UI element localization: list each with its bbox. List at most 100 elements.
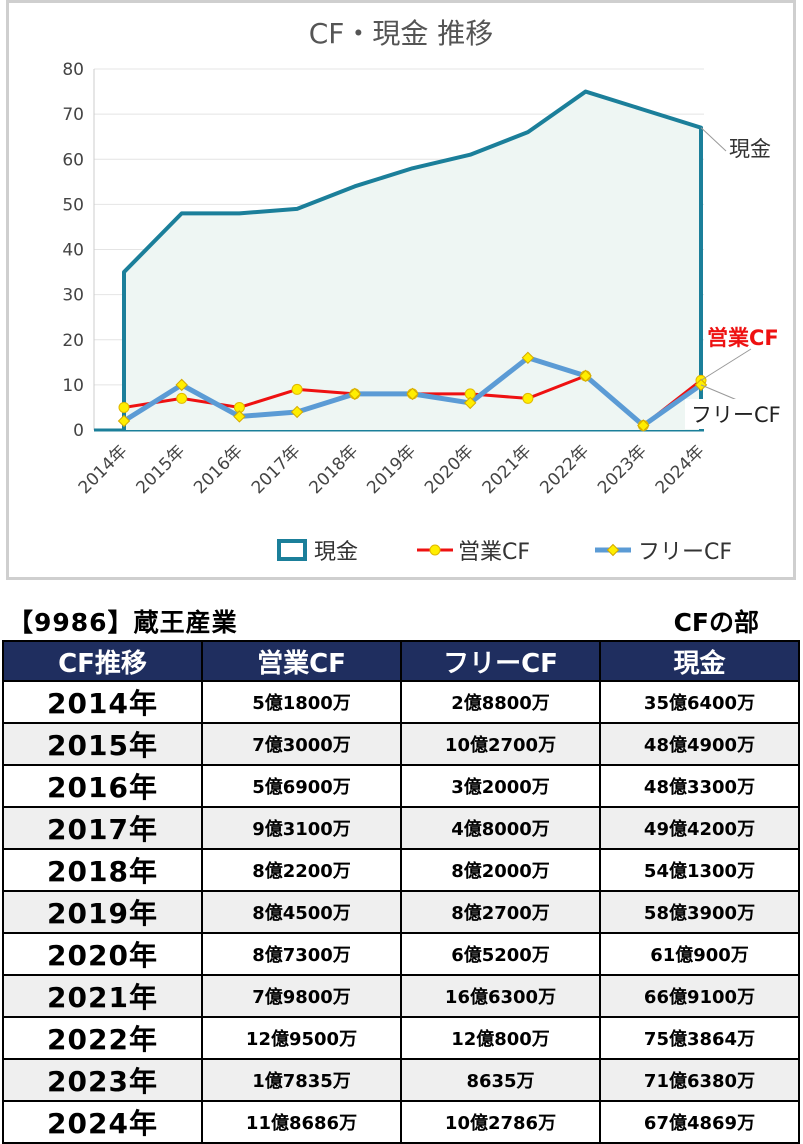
legend-cash-label: 現金 xyxy=(314,540,358,565)
x-tick-label: 2016年 xyxy=(190,441,247,498)
operating-cf-cell: 1億7835万 xyxy=(201,1058,402,1102)
table-row: 2023年 1億7835万 8635万 71億6380万 xyxy=(2,1058,800,1102)
operating-cf-cell: 5億6900万 xyxy=(201,764,402,808)
x-tick-label: 2022年 xyxy=(536,441,593,498)
cash-area xyxy=(124,91,701,430)
cf-table: CF推移 営業CF フリーCF 現金 2014年 5億1800万 2億8800万 35… xyxy=(2,640,800,1144)
table-row: 2014年 5億1800万 2億8800万 35億6400万 xyxy=(2,680,800,724)
cash-cell: 48億3300万 xyxy=(599,764,800,808)
x-tick-label: 2017年 xyxy=(248,441,305,498)
x-tick-label: 2014年 xyxy=(75,441,132,498)
cf-cash-line-chart: CF・現金 推移 0 10 20 30 40 50 60 70 80 2014年 2015年 2016年… xyxy=(62,17,791,565)
free-cf-cell: 2億8800万 xyxy=(400,680,601,724)
operating-cf-leader-line xyxy=(700,348,752,381)
table-header-row: CF推移 営業CF フリーCF 現金 xyxy=(2,640,800,682)
x-tick-label: 2019年 xyxy=(363,441,420,498)
operating-cf-point xyxy=(291,383,303,395)
operating-cf-cell: 11億8686万 xyxy=(201,1100,402,1144)
y-tick-label: 50 xyxy=(62,195,84,215)
cash-line xyxy=(122,89,703,430)
year-cell: 2014年 xyxy=(2,680,203,724)
year-cell: 2020年 xyxy=(2,932,203,976)
operating-cf-cell: 9億3100万 xyxy=(201,806,402,850)
free-cf-point xyxy=(290,405,304,419)
free-cf-cell: 6億5200万 xyxy=(400,932,601,976)
operating-cf-cell: 5億1800万 xyxy=(201,680,402,724)
operating-cf-cell: 7億9800万 xyxy=(201,974,402,1018)
x-tick-label: 2018年 xyxy=(306,441,363,498)
chart-title: CF・現金 推移 xyxy=(309,17,494,50)
operating-cf-cell: 8億4500万 xyxy=(201,890,402,934)
free-cf-point xyxy=(175,378,188,392)
free-cf-cell: 4億8000万 xyxy=(400,806,601,850)
free-cf-cell: 3億2000万 xyxy=(400,764,601,808)
free-cf-cell: 10億2786万 xyxy=(400,1100,601,1144)
year-cell: 2021年 xyxy=(2,974,203,1018)
operating-cf-end-label: 営業CF xyxy=(707,326,779,350)
y-tick-label: 60 xyxy=(62,150,84,170)
cash-cell: 49億4200万 xyxy=(599,806,800,850)
year-cell: 2015年 xyxy=(2,722,203,766)
y-tick-label: 10 xyxy=(62,376,84,396)
free-cf-cell: 8億2700万 xyxy=(400,890,601,934)
table-row: 2021年 7億9800万 16億6300万 66億9100万 xyxy=(2,974,800,1018)
legend-free-cf-label: フリーCF xyxy=(638,540,732,565)
year-cell: 2022年 xyxy=(2,1016,203,1060)
cash-cell: 75億3864万 xyxy=(599,1016,800,1060)
table-row: 2019年 8億4500万 8億2700万 58億3900万 xyxy=(2,890,800,934)
free-cf-cell: 12億800万 xyxy=(400,1016,601,1060)
legend-operating-cf-marker xyxy=(429,544,441,556)
chart-container: CF・現金 推移 0 10 20 30 40 50 60 70 80 2014年 2015年 2016年… xyxy=(6,0,796,580)
table-row: 2020年 8億7300万 6億5200万 61億900万 xyxy=(2,932,800,976)
free-cf-point xyxy=(463,396,477,410)
free-cf-point xyxy=(521,351,535,365)
company-title: 【9986】蔵王産業 xyxy=(8,608,238,637)
x-tick-label: 2015年 xyxy=(132,441,189,498)
year-cell: 2016年 xyxy=(2,764,203,808)
table-row: 2022年 12億9500万 12億800万 75億3864万 xyxy=(2,1016,800,1060)
cash-end-label: 現金 xyxy=(729,137,771,161)
y-tick-label: 20 xyxy=(62,331,84,351)
cash-cell: 48億4900万 xyxy=(599,722,800,766)
free-cf-label-bg xyxy=(685,399,791,429)
operating-cf-cell: 7億3000万 xyxy=(201,722,402,766)
cash-cell: 71億6380万 xyxy=(599,1058,800,1102)
cash-cell: 54億1300万 xyxy=(599,848,800,892)
y-tick-label: 40 xyxy=(62,241,84,261)
year-cell: 2017年 xyxy=(2,806,203,850)
cash-leader-line xyxy=(700,127,727,152)
y-tick-label: 0 xyxy=(73,421,84,441)
free-cf-end-label: フリーCF xyxy=(691,403,781,427)
header-cash: 現金 xyxy=(599,640,800,682)
operating-cf-cell: 8億2200万 xyxy=(201,848,402,892)
free-cf-cell: 10億2700万 xyxy=(400,722,601,766)
x-tick-label: 2023年 xyxy=(594,441,651,498)
y-tick-label: 30 xyxy=(62,286,84,306)
year-cell: 2023年 xyxy=(2,1058,203,1102)
table-row: 2015年 7億3000万 10億2700万 48億4900万 xyxy=(2,722,800,766)
free-cf-point xyxy=(233,410,246,423)
cash-cell: 61億900万 xyxy=(599,932,800,976)
header-operating-cf: 営業CF xyxy=(201,640,402,682)
free-cf-point xyxy=(406,387,419,401)
free-cf-cell: 8億2000万 xyxy=(400,848,601,892)
table-row: 2024年 11億8686万 10億2786万 67億4869万 xyxy=(2,1100,800,1144)
header-free-cf: フリーCF xyxy=(400,640,601,682)
free-cf-point xyxy=(579,369,592,383)
cash-cell: 58億3900万 xyxy=(599,890,800,934)
operating-cf-point xyxy=(522,392,534,404)
y-tick-label: 80 xyxy=(62,60,84,80)
operating-cf-cell: 8億7300万 xyxy=(201,932,402,976)
legend-free-cf-marker xyxy=(606,543,620,557)
x-tick-label: 2024年 xyxy=(652,441,709,498)
y-tick-label: 70 xyxy=(62,105,84,125)
table-row: 2017年 9億3100万 4億8000万 49億4200万 xyxy=(2,806,800,850)
cash-cell: 67億4869万 xyxy=(599,1100,800,1144)
operating-cf-point xyxy=(118,401,130,413)
x-tick-label: 2020年 xyxy=(421,441,478,498)
x-tick-label: 2021年 xyxy=(479,441,536,498)
year-cell: 2018年 xyxy=(2,848,203,892)
legend-operating-cf-label: 営業CF xyxy=(458,540,530,565)
free-cf-cell: 16億6300万 xyxy=(400,974,601,1018)
free-cf-point xyxy=(637,419,650,432)
